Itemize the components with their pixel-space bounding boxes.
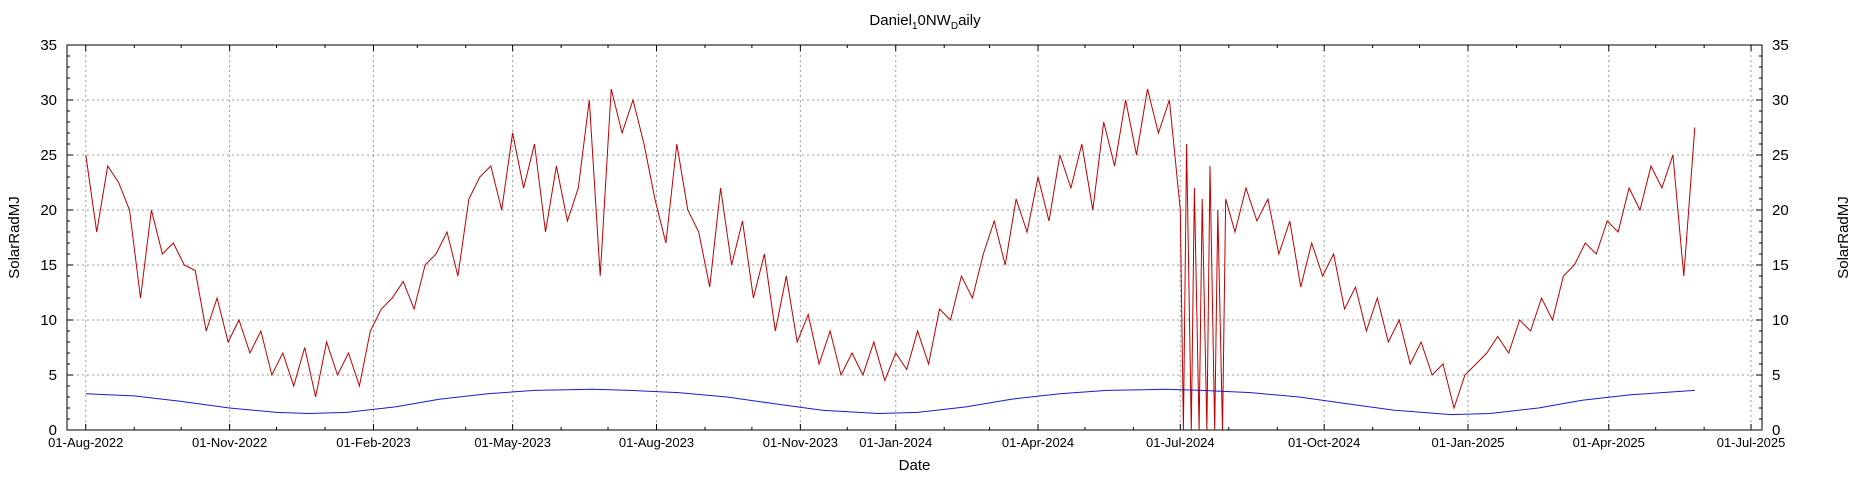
y-tick-label-right: 30 [1772,92,1789,109]
y-tick-label-left: 20 [40,202,57,219]
grid-lines [67,45,1762,430]
x-tick-label: 01-Nov-2023 [763,435,838,450]
chart-title: Daniel10NWDaily [869,12,981,32]
y-tick-label-right: 20 [1772,202,1789,219]
y-tick-label-left: 15 [40,257,57,274]
series-layer [85,88,1696,431]
y-tick-label-right: 25 [1772,147,1789,164]
plot-frame [66,44,1763,431]
y-tick-label-left: 5 [49,367,57,384]
y-tick-label-left: 30 [40,92,57,109]
x-tick-label: 01-Oct-2024 [1288,435,1360,450]
axis-ticks: 0 0 5 5 10 10 15 15 20 20 25 25 30 30 35 35 01-Aug-2022 0… [40,37,1788,450]
x-tick-label: 01-Jul-2025 [1717,435,1786,450]
y-tick-label-right: 5 [1772,367,1780,384]
x-tick-label: 01-Aug-2023 [619,435,694,450]
x-tick-label: 01-Aug-2022 [48,435,123,450]
series-line-2 [85,388,1695,416]
x-tick-label: 01-Apr-2024 [1002,435,1074,450]
y-tick-label-right: 10 [1772,312,1789,329]
x-tick-label: 01-Jul-2024 [1146,435,1215,450]
y-tick-label-left: 35 [40,37,57,54]
x-tick-label: 01-Jan-2025 [1432,435,1505,450]
y-tick-label-right: 35 [1772,37,1789,54]
y-axis-title-left: SolarRadMJ [6,196,23,279]
y-axis-title-right: SolarRadMJ [1835,196,1850,279]
x-axis-title: Date [899,457,931,474]
x-tick-label: 01-Apr-2025 [1573,435,1645,450]
y-tick-label-left: 0 [49,422,57,439]
x-tick-label: 01-Jan-2024 [859,435,932,450]
y-tick-label-left: 10 [40,312,57,329]
x-tick-label: 01-Nov-2022 [192,435,267,450]
x-tick-label: 01-Feb-2023 [336,435,410,450]
series-line-1 [85,88,1696,431]
x-tick-label: 01-May-2023 [474,435,551,450]
y-tick-label-right: 15 [1772,257,1789,274]
y-tick-label-right: 0 [1772,422,1780,439]
y-tick-label-left: 25 [40,147,57,164]
